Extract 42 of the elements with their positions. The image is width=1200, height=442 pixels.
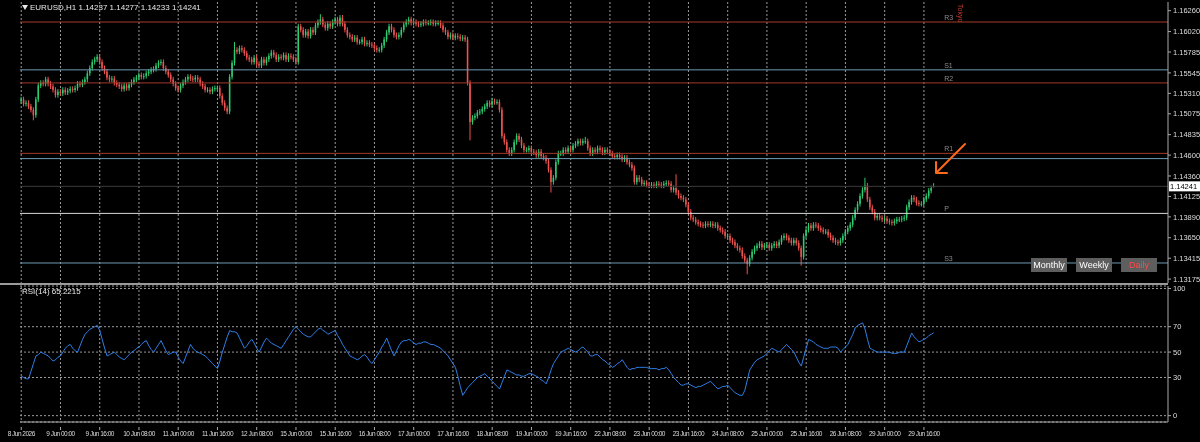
- candlestick: [376, 45, 378, 53]
- candlestick: [815, 221, 817, 229]
- annotation: Monthly: [1031, 258, 1067, 272]
- candlestick: [734, 239, 736, 249]
- candlestick: [923, 196, 925, 207]
- candlestick: [773, 240, 775, 249]
- annotation: Daily: [1121, 258, 1157, 272]
- candlestick: [793, 237, 795, 247]
- candlestick: [842, 232, 844, 244]
- candlestick: [275, 51, 277, 63]
- candlestick: [312, 26, 314, 36]
- candlestick: [268, 52, 270, 63]
- line-series: [20, 322, 935, 396]
- candlestick: [295, 56, 297, 66]
- candlestick: [486, 99, 488, 110]
- candlestick: [349, 31, 351, 40]
- candlestick: [398, 31, 400, 40]
- candlestick: [290, 52, 292, 60]
- candlestick: [177, 85, 179, 93]
- candlestick: [204, 83, 206, 93]
- candlestick: [101, 58, 103, 72]
- candlestick: [442, 22, 444, 33]
- candlestick: [643, 179, 645, 187]
- candlestick: [719, 225, 721, 234]
- candlestick: [20, 96, 22, 105]
- candlestick: [663, 180, 665, 189]
- candlestick: [479, 108, 481, 116]
- candlestick: [96, 53, 98, 63]
- candlestick: [145, 70, 147, 80]
- candlestick: [25, 99, 27, 107]
- candlestick: [788, 234, 790, 244]
- candlestick: [474, 112, 476, 121]
- candlestick: [302, 26, 304, 39]
- candlestick: [111, 75, 113, 83]
- candlestick: [371, 41, 373, 49]
- annotation: Weekly: [1076, 258, 1112, 272]
- candlestick: [876, 212, 878, 221]
- candlestick: [766, 241, 768, 249]
- candlestick: [160, 58, 162, 67]
- chart-title: EURUSD,H1 1.14237 1.14277 1.14233 1.14241: [30, 3, 201, 12]
- chart-title: RSI(14) 65.2215: [22, 287, 81, 296]
- candlestick: [241, 45, 243, 53]
